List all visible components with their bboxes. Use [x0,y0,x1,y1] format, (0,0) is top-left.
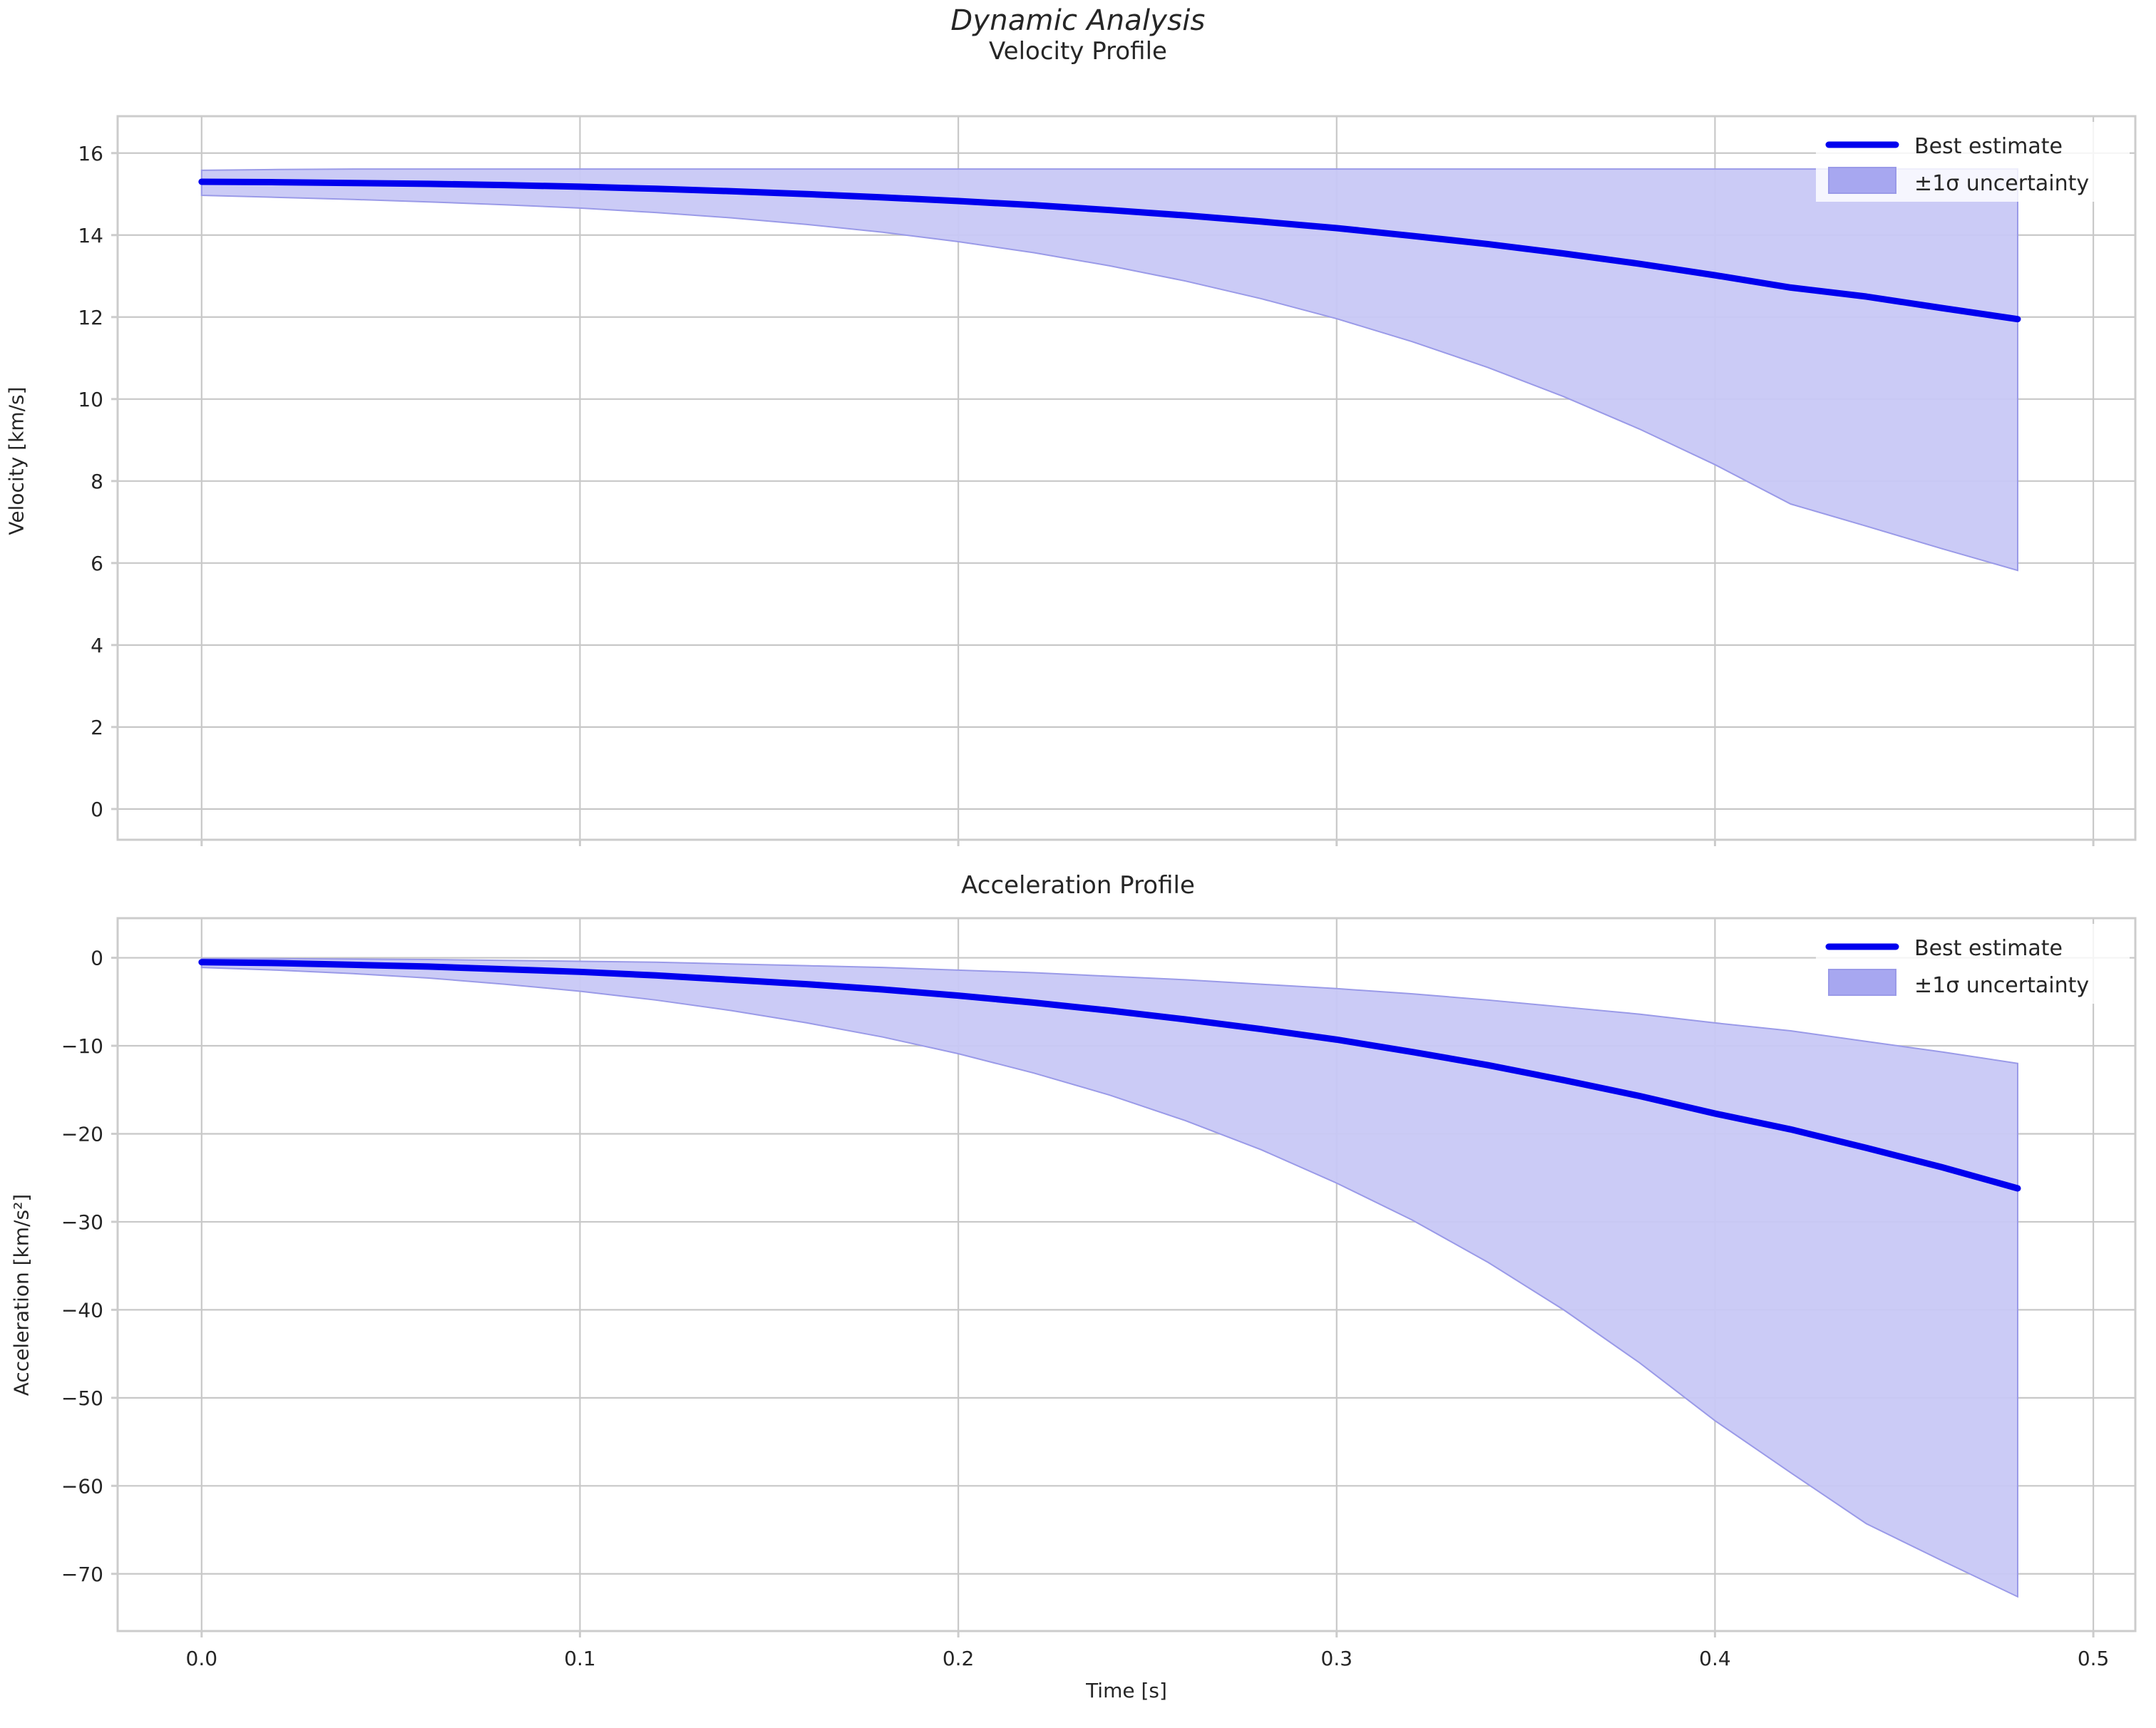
y-tick-label: 0 [91,947,103,970]
y-tick-label: 0 [91,798,103,821]
x-tick-label: 0.1 [564,1647,596,1670]
legend-band-swatch [1828,969,1896,996]
y-tick-label: 12 [78,306,103,329]
uncertainty-band [200,957,2018,1598]
x-tick-label: 0.0 [186,1647,218,1670]
uncertainty-band [200,168,2018,572]
legend-band-swatch [1828,167,1896,194]
axes-spine [116,115,2137,841]
legend: Best estimate ±1σ uncertainty [1816,122,2130,202]
acceleration-subplot-title: Acceleration Profile [961,871,1195,900]
velocity-subplot-title: Velocity Profile [989,37,1167,66]
x-tick-label: 0.5 [2078,1647,2110,1670]
legend-band-label: ±1σ uncertainty [1914,973,2089,998]
legend-line-label: Best estimate [1914,936,2063,961]
y-tick-label: −10 [61,1034,103,1058]
best-estimate-line [198,178,2021,323]
y-tick-label: 16 [78,142,103,165]
legend-line-label: Best estimate [1914,134,2063,159]
figure-suptitle: Dynamic Analysis [950,4,1206,37]
y-tick-label: 4 [91,634,103,657]
y-tick-label: 2 [91,716,103,739]
x-axis-label: Time [s] [1086,1679,1167,1702]
y-tick-label: −30 [61,1210,103,1234]
legend: Best estimate ±1σ uncertainty [1816,924,2130,1004]
y-tick-label: −20 [61,1122,103,1146]
y-tick-label: 6 [91,552,103,575]
y-tick-label: −70 [61,1563,103,1586]
velocity-axes: 0 2 4 6 8 10 12 14 16 Best estimate ±1σ uncertaint… [78,115,2137,846]
y-tick-label: −40 [61,1298,103,1322]
x-tick-label: 0.2 [943,1647,975,1670]
x-tick-label: 0.4 [1699,1647,1731,1670]
y-tick-label: −60 [61,1474,103,1498]
x-tick-label: 0.3 [1321,1647,1353,1670]
y-tick-label: 10 [78,388,103,411]
y-tick-label: −50 [61,1387,103,1410]
acceleration-axes: 0 −10 −20 −30 −40 −50 −60 −70 0.0 0.1 0.2 0.3 0.4 0.5… [61,917,2137,1670]
best-estimate-line [198,959,2021,1192]
y-tick-label: 14 [78,224,103,247]
axes-spine [116,917,2137,1632]
legend-band-label: ±1σ uncertainty [1914,171,2089,196]
y-tick-label: 8 [91,470,103,493]
